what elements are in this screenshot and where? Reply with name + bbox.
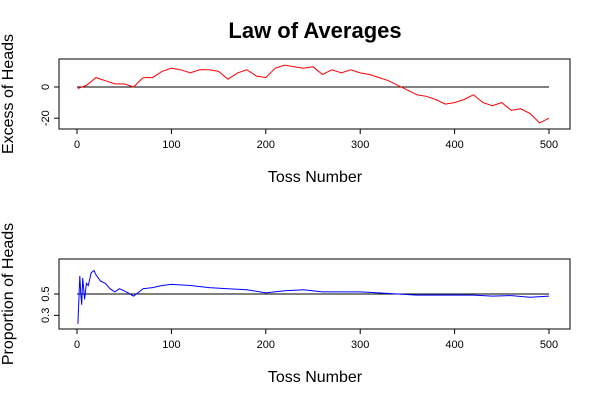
excess-heads-line: [77, 64, 550, 124]
x-tick-label: 500: [540, 339, 558, 351]
plot-frame: [58, 58, 571, 130]
y-axis-title: Proportion of Heads: [0, 223, 17, 365]
x-tick-label: 0: [74, 339, 80, 351]
x-tick-label: 400: [445, 339, 463, 351]
x-tick-label: 100: [162, 139, 180, 151]
y-axis-title: Excess of Heads: [0, 34, 17, 154]
x-tick-label: 0: [74, 139, 80, 151]
x-tick-label: 400: [445, 139, 463, 151]
chart-title: Law of Averages: [228, 18, 401, 43]
x-tick-label: 100: [162, 339, 180, 351]
y-tick-label: 0.3: [40, 308, 52, 323]
proportion-heads-line: [77, 269, 550, 324]
x-axis-title: Toss Number: [268, 369, 363, 386]
x-tick-label: 300: [351, 339, 369, 351]
x-tick-label: 200: [257, 339, 275, 351]
x-axis: 0 100 200 300 400 500: [74, 129, 558, 151]
x-tick-label: 500: [540, 139, 558, 151]
y-tick-label: 0.5: [40, 286, 52, 301]
y-tick-label: 0: [40, 84, 52, 90]
x-tick-label: 300: [351, 139, 369, 151]
y-tick-label: -20: [40, 110, 52, 126]
x-axis: 0 100 200 300 400 500: [74, 329, 558, 351]
x-tick-label: 200: [257, 139, 275, 151]
excess-heads-panel: 0 100 200 300 400 500 -20 0 Toss Number Excess…: [0, 34, 571, 186]
proportion-heads-panel: 0 100 200 300 400 500 0.30.5 Toss Number Prop…: [0, 223, 571, 386]
y-axis: 0.30.5: [40, 286, 59, 323]
x-axis-title: Toss Number: [268, 169, 363, 186]
y-axis: -20 0: [40, 84, 59, 126]
